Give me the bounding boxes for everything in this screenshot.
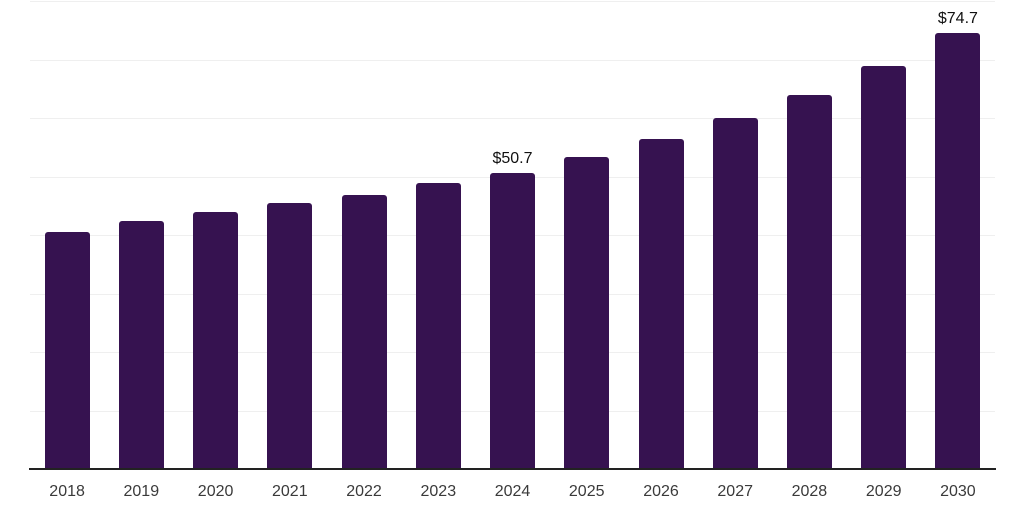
x-tick-label-2022: 2022 — [346, 483, 382, 500]
x-axis-line — [29, 468, 996, 470]
x-tick-label-2029: 2029 — [865, 483, 902, 500]
bar-2019 — [118, 220, 164, 470]
gridline-60 — [30, 118, 995, 119]
bar-2029 — [861, 65, 907, 470]
bar-2020 — [193, 212, 239, 470]
x-tick-label-2018: 2018 — [49, 483, 85, 500]
bar-2018 — [44, 231, 90, 470]
bar-2025 — [564, 157, 610, 470]
x-tick-label-2020: 2020 — [197, 483, 234, 500]
x-tick-label-2025: 2025 — [568, 483, 605, 500]
data-label-2030: $74.7 — [937, 10, 978, 27]
bar-2023 — [415, 183, 461, 470]
x-tick-label-2019: 2019 — [123, 483, 160, 500]
x-tick-label-2027: 2027 — [717, 483, 753, 500]
x-tick-label-2023: 2023 — [420, 483, 457, 500]
bar-2027 — [712, 117, 758, 470]
bar-2030 — [935, 33, 981, 470]
bar-2022 — [341, 195, 387, 470]
x-tick-label-2024: 2024 — [494, 483, 531, 500]
gridline-70 — [30, 59, 995, 61]
bar-2028 — [786, 95, 832, 470]
x-tick-label-2028: 2028 — [791, 483, 828, 500]
bar-2026 — [638, 138, 684, 470]
x-tick-label-2026: 2026 — [643, 483, 679, 500]
x-tick-label-2030: 2030 — [940, 483, 976, 500]
bar-2024 — [490, 173, 535, 470]
x-tick-label-2021: 2021 — [272, 483, 308, 500]
gridline-80 — [30, 1, 995, 2]
bar-2021 — [267, 203, 313, 470]
data-label-2024: $50.7 — [492, 150, 533, 168]
